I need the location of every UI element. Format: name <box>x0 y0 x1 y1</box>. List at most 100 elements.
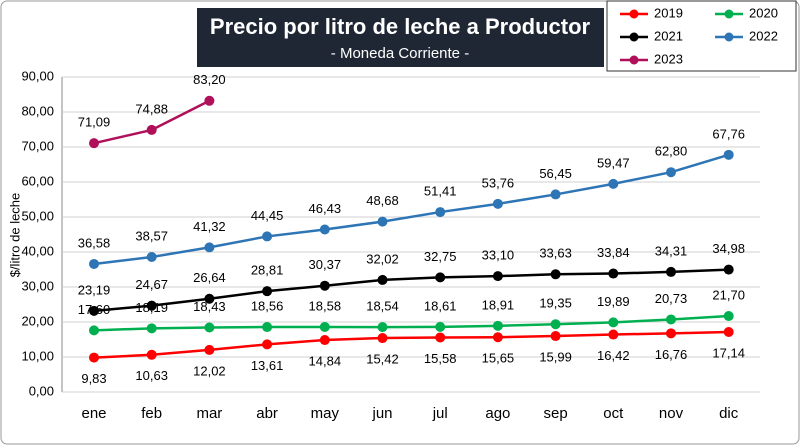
data-point <box>262 339 273 350</box>
y-tick-label: 60,00 <box>21 173 54 188</box>
data-point <box>89 305 99 316</box>
data-point <box>492 271 503 282</box>
data-label: 19,35 <box>539 296 572 311</box>
data-label: 41,32 <box>193 219 226 234</box>
data-point <box>666 266 676 277</box>
data-label: 18,91 <box>482 297 515 312</box>
data-label: 46,43 <box>309 201 342 216</box>
data-label: 18,54 <box>366 299 399 314</box>
data-label: 18,56 <box>251 298 284 313</box>
x-tick-label: dic <box>719 405 739 422</box>
data-point <box>319 321 330 332</box>
data-label: 32,02 <box>366 251 399 266</box>
data-point <box>723 327 734 338</box>
y-tick-label: 40,00 <box>21 243 54 258</box>
legend-label: 2021 <box>654 28 683 43</box>
data-point <box>608 329 619 340</box>
data-label: 13,61 <box>251 358 284 373</box>
data-label: 15,99 <box>539 349 572 364</box>
data-point <box>204 322 215 333</box>
data-label: 74,88 <box>135 101 168 116</box>
data-label: 33,84 <box>597 245 630 260</box>
data-point <box>146 300 157 311</box>
y-tick-label: 90,00 <box>21 68 54 83</box>
data-point <box>89 138 99 149</box>
data-point <box>89 258 99 269</box>
data-label: 59,47 <box>597 155 630 170</box>
chart-subtitle: - Moneda Corriente - <box>331 45 469 62</box>
x-tick-label: oct <box>603 405 624 422</box>
data-point <box>262 322 273 333</box>
title-box <box>197 8 604 67</box>
data-label: 18,43 <box>193 299 226 314</box>
data-point <box>146 349 157 360</box>
data-point <box>377 216 388 227</box>
data-point <box>204 95 215 106</box>
data-point <box>146 323 157 334</box>
data-label: 67,76 <box>712 126 745 141</box>
series-line <box>93 268 729 313</box>
data-point <box>492 198 503 209</box>
x-tick-label: ago <box>485 405 510 422</box>
data-label: 20,73 <box>655 291 688 306</box>
data-label: 16,76 <box>655 347 688 362</box>
y-tick-label: 30,00 <box>21 278 54 293</box>
data-label: 18,58 <box>309 298 342 313</box>
y-tick-label: 80,00 <box>21 103 54 118</box>
data-label: 33,10 <box>482 248 515 263</box>
data-point <box>666 328 676 339</box>
data-point <box>550 319 561 330</box>
data-label: 23,19 <box>78 282 111 297</box>
chart-title: Precio por litro de leche a Productor <box>210 14 591 39</box>
data-label: 38,57 <box>135 228 168 243</box>
data-point <box>319 224 330 235</box>
data-label: 15,65 <box>482 351 515 366</box>
data-point <box>666 314 676 325</box>
x-tick-label: jun <box>371 405 392 422</box>
data-label: 48,68 <box>366 193 399 208</box>
data-label: 14,84 <box>309 353 342 368</box>
data-label: 34,98 <box>712 241 745 256</box>
x-tick-label: jul <box>432 405 448 422</box>
data-point <box>89 325 99 336</box>
data-label: 51,41 <box>424 184 457 199</box>
data-point <box>262 286 273 297</box>
y-axis-label: $/litro de leche <box>7 193 22 278</box>
data-point <box>377 274 388 285</box>
data-label: 71,09 <box>78 115 111 130</box>
x-tick-label: mar <box>196 405 222 422</box>
data-point <box>204 293 215 304</box>
data-label: 17,14 <box>712 345 745 360</box>
x-tick-label: feb <box>141 405 162 422</box>
data-label: 56,45 <box>539 166 572 181</box>
legend-label: 2022 <box>749 28 778 43</box>
legend-marker <box>629 55 639 65</box>
y-tick-label: 50,00 <box>21 208 54 223</box>
x-tick-label: ene <box>81 405 106 422</box>
data-label: 21,70 <box>712 287 745 302</box>
y-tick-label: 20,00 <box>21 313 54 328</box>
x-tick-label: nov <box>659 405 684 422</box>
y-tick-label: 10,00 <box>21 348 54 363</box>
data-point <box>204 242 215 253</box>
series-line <box>93 314 729 332</box>
series-line <box>93 330 729 359</box>
data-label: 83,20 <box>193 72 226 87</box>
data-point <box>319 335 330 346</box>
data-label: 19,89 <box>597 294 630 309</box>
data-label: 10,63 <box>135 368 168 383</box>
x-tick-label: may <box>311 405 340 422</box>
data-point <box>146 124 157 135</box>
data-label: 44,45 <box>251 208 284 223</box>
data-point <box>319 280 330 291</box>
data-point <box>204 344 215 355</box>
legend-marker <box>724 9 734 19</box>
data-label: 28,81 <box>251 263 284 278</box>
data-point <box>435 207 446 218</box>
data-point <box>435 272 446 283</box>
data-label: 33,63 <box>539 246 572 261</box>
y-tick-label: 0,00 <box>29 383 54 398</box>
legend-marker <box>629 9 639 19</box>
legend-marker <box>629 32 639 42</box>
